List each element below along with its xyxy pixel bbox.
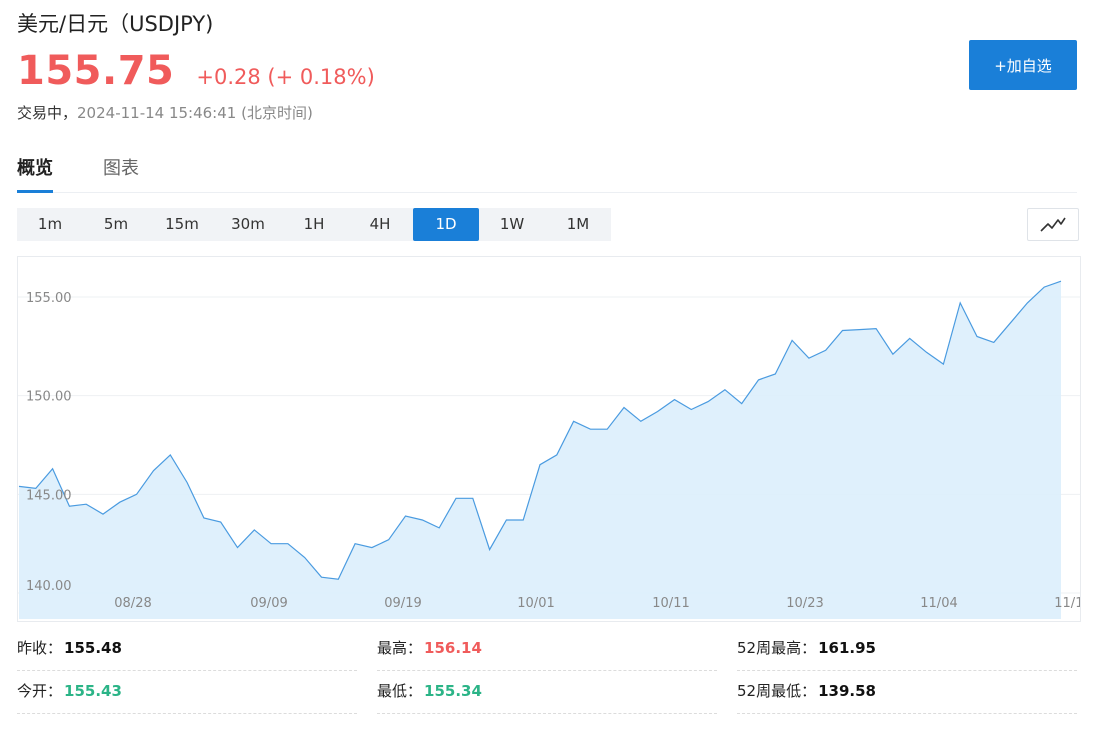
stat-52w-high: 52周最高： 161.95 xyxy=(737,628,1077,671)
range-5m[interactable]: 5m xyxy=(103,215,129,233)
current-price: 155.75 xyxy=(17,48,175,94)
line-chart-icon xyxy=(1040,217,1066,232)
stat-52w-low: 52周最低： 139.58 xyxy=(737,671,1077,714)
x-tick-label: 11/04 xyxy=(920,596,957,611)
range-1h[interactable]: 1H xyxy=(303,215,325,233)
x-tick-label: 11/14 xyxy=(1054,596,1080,611)
x-tick-label: 09/19 xyxy=(384,596,421,611)
tab-bar: 概览 图表 xyxy=(17,152,1077,193)
x-tick-label: 10/11 xyxy=(652,596,689,611)
chart-type-toggle[interactable] xyxy=(1027,208,1079,241)
stat-label: 昨收： xyxy=(17,639,63,657)
stat-value: 161.95 xyxy=(818,639,876,657)
range-1d[interactable]: 1D xyxy=(413,208,479,241)
x-tick-label: 09/09 xyxy=(250,596,287,611)
timestamp: 2024-11-14 15:46:41 (北京时间) xyxy=(77,104,313,122)
stat-value: 155.34 xyxy=(424,682,482,700)
y-tick-label: 150.00 xyxy=(26,390,72,405)
stat-label: 最低： xyxy=(377,682,423,700)
stat-value: 155.43 xyxy=(64,682,122,700)
status-label: 交易中， xyxy=(17,104,78,122)
add-watchlist-button[interactable]: +加自选 xyxy=(969,40,1077,90)
stat-value: 155.48 xyxy=(64,639,122,657)
range-1mo[interactable]: 1M xyxy=(566,215,590,233)
price-change: +0.28 (+ 0.18%) xyxy=(196,65,375,89)
stat-prev-close: 昨收： 155.48 xyxy=(17,628,357,671)
stat-value: 139.58 xyxy=(818,682,876,700)
x-tick-label: 08/28 xyxy=(114,596,151,611)
range-1m[interactable]: 1m xyxy=(37,215,63,233)
stat-high: 最高： 156.14 xyxy=(377,628,717,671)
range-4h[interactable]: 4H xyxy=(369,215,391,233)
price-chart-container: 140.00 145.00 150.00 155.00 08/28 09/09 09/19 1… xyxy=(17,256,1092,622)
price-chart[interactable]: 140.00 145.00 150.00 155.00 08/28 09/09 09/19 1… xyxy=(18,257,1092,621)
stat-label: 最高： xyxy=(377,639,423,657)
range-30m[interactable]: 30m xyxy=(231,215,265,233)
y-tick-label: 140.00 xyxy=(26,579,72,594)
price-line xyxy=(18,280,1062,580)
page-title: 美元/日元（USDJPY) xyxy=(17,12,214,36)
stat-label: 52周最高： xyxy=(737,639,817,657)
tab-overview[interactable]: 概览 xyxy=(17,154,53,193)
stat-label: 52周最低： xyxy=(737,682,817,700)
y-tick-label: 155.00 xyxy=(26,291,72,306)
trading-status: 交易中，2024-11-14 15:46:41 (北京时间) xyxy=(17,102,313,123)
stat-value: 156.14 xyxy=(424,639,482,657)
y-tick-label: 145.00 xyxy=(26,488,72,503)
range-15m[interactable]: 15m xyxy=(165,215,199,233)
area-fill xyxy=(19,281,1061,619)
price-row: 155.75 +0.28 (+ 0.18%) xyxy=(17,48,375,98)
tab-chart[interactable]: 图表 xyxy=(103,158,139,179)
x-tick-label: 10/01 xyxy=(517,596,554,611)
range-selector: 1m 5m 15m 30m 1H 4H 1D 1W 1M xyxy=(17,208,611,241)
stat-open: 今开： 155.43 xyxy=(17,671,357,714)
stats-panel: 昨收： 155.48 最高： 156.14 52周最高： 161.95 今开： 155.… xyxy=(17,628,1077,728)
x-tick-label: 10/23 xyxy=(786,596,823,611)
stat-low: 最低： 155.34 xyxy=(377,671,717,714)
range-1w[interactable]: 1W xyxy=(499,215,525,233)
stat-label: 今开： xyxy=(17,682,63,700)
